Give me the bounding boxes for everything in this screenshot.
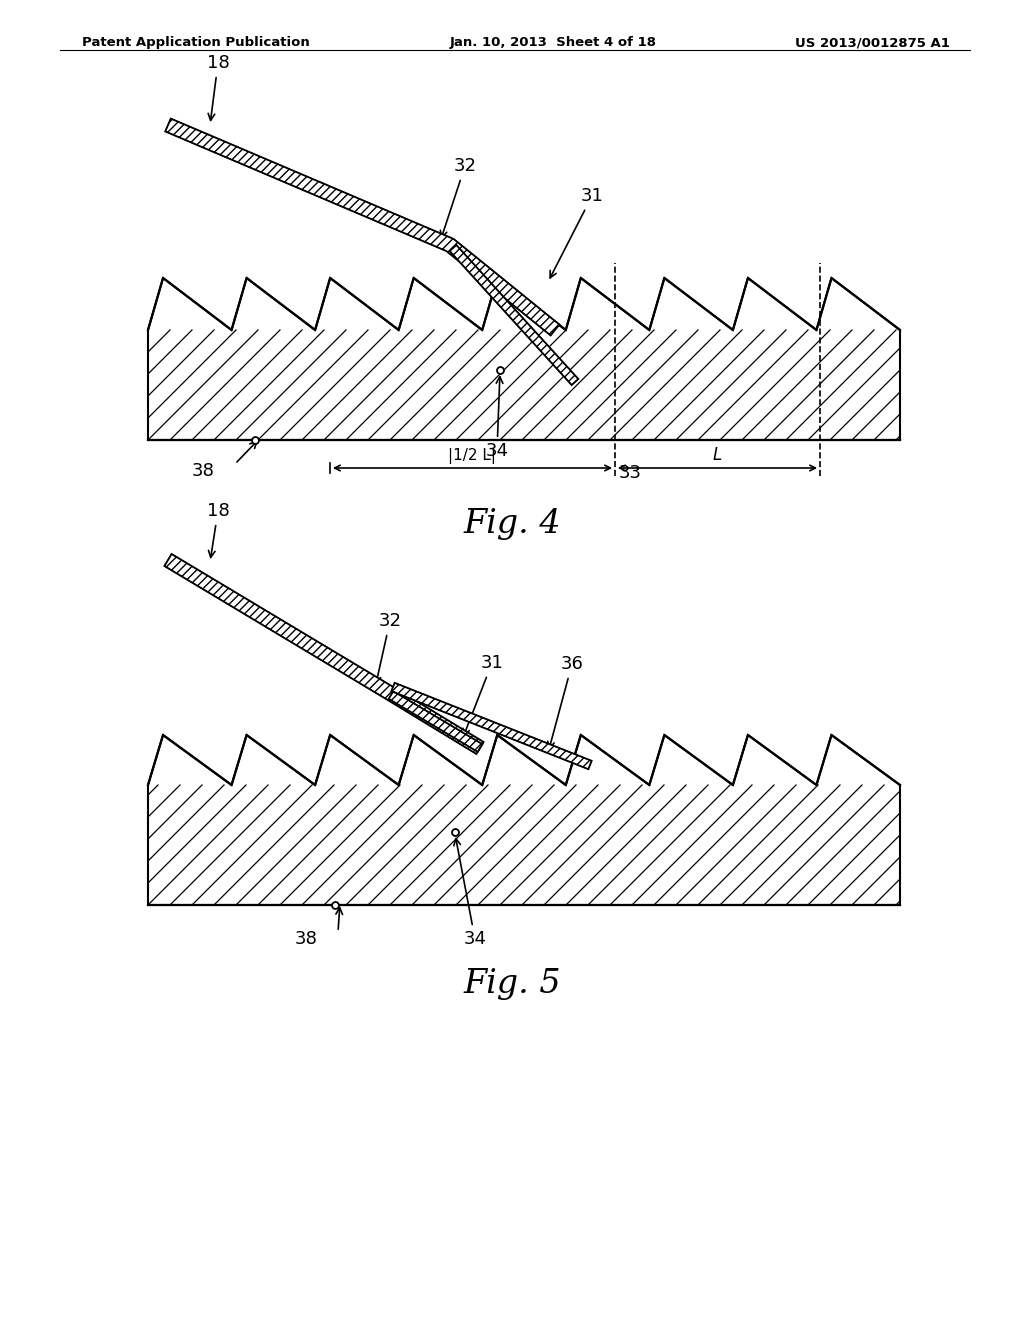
Text: 38: 38: [193, 462, 215, 480]
Text: 34: 34: [485, 376, 509, 459]
Text: 32: 32: [440, 157, 476, 238]
Text: Jan. 10, 2013  Sheet 4 of 18: Jan. 10, 2013 Sheet 4 of 18: [450, 36, 657, 49]
Text: 31: 31: [463, 653, 504, 735]
Text: 18: 18: [207, 502, 229, 557]
Polygon shape: [165, 119, 559, 335]
Text: 34: 34: [454, 838, 486, 948]
Polygon shape: [148, 735, 900, 906]
Text: 18: 18: [207, 54, 229, 120]
Polygon shape: [450, 246, 579, 385]
Text: 31: 31: [550, 187, 603, 279]
Polygon shape: [391, 682, 592, 770]
Text: Patent Application Publication: Patent Application Publication: [82, 36, 309, 49]
Text: Fig. 5: Fig. 5: [463, 968, 561, 1001]
Text: L: L: [713, 446, 722, 465]
Text: 33: 33: [618, 465, 642, 482]
Polygon shape: [165, 554, 483, 754]
Polygon shape: [389, 692, 482, 752]
Text: US 2013/0012875 A1: US 2013/0012875 A1: [795, 36, 950, 49]
Text: 36: 36: [548, 655, 584, 748]
Text: 38: 38: [295, 931, 318, 948]
Text: 32: 32: [374, 612, 401, 684]
Text: |1/2 L|: |1/2 L|: [449, 447, 497, 465]
Text: Fig. 4: Fig. 4: [463, 508, 561, 540]
Polygon shape: [148, 279, 900, 440]
